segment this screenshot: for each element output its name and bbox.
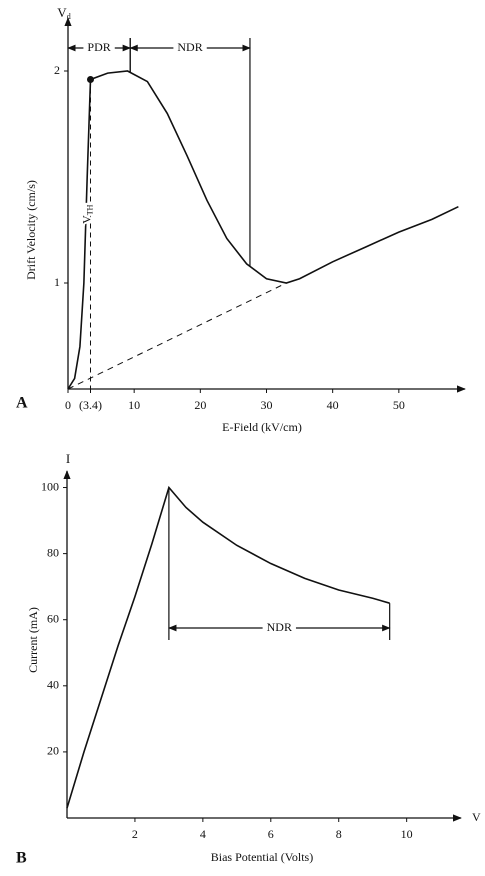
x-tick-label: 8: [336, 827, 342, 841]
region-label: NDR: [267, 620, 292, 634]
y-symbol-sub: d: [67, 12, 71, 21]
threshold-label: VTH: [79, 204, 94, 224]
region-label-bg: [173, 40, 207, 56]
y-tick-label: 2: [54, 63, 60, 77]
y-axis-symbol: I: [66, 451, 70, 466]
y-symbol: I: [66, 451, 70, 466]
x-axis-symbol: V: [472, 810, 481, 824]
threshold-sub: TH: [85, 204, 94, 215]
region-label-bg: [262, 620, 296, 636]
x-tick-label: 50: [393, 398, 405, 412]
y-axis-label: Current (mA): [26, 607, 40, 673]
x-tick-label: 10: [128, 398, 140, 412]
threshold-symbol: V: [79, 215, 93, 224]
x-tick-label: 10: [401, 827, 413, 841]
x-tick-label: 40: [327, 398, 339, 412]
y-tick-label: 100: [41, 479, 59, 493]
y-axis-symbol: Vd: [57, 5, 70, 21]
x-tick-label: (3.4): [79, 398, 102, 412]
x-tick-label: 30: [261, 398, 273, 412]
panel-label: A: [16, 395, 28, 412]
x-axis-label: E-Field (kV/cm): [222, 420, 302, 434]
y-symbol: V: [57, 5, 67, 20]
x-tick-label: 6: [268, 827, 274, 841]
y-tick-label: 1: [54, 275, 60, 289]
y-tick-label: 60: [47, 611, 59, 625]
threshold-point: [86, 75, 94, 83]
y-axis-label: Drift Velocity (cm/s): [24, 180, 38, 280]
panel-label: B: [16, 850, 27, 867]
region-label: PDR: [87, 40, 110, 54]
x-tick-label: 4: [200, 827, 206, 841]
data-line: [67, 70, 459, 390]
x-axis-label: Bias Potential (Volts): [211, 850, 313, 864]
reference-line: [67, 282, 287, 390]
y-tick-label: 20: [47, 744, 59, 758]
region-label-bg: [83, 40, 115, 56]
x-tick-label: 20: [194, 398, 206, 412]
y-tick-label: 40: [47, 678, 59, 692]
x-tick-label: 2: [132, 827, 138, 841]
region-label: NDR: [177, 40, 202, 54]
y-tick-label: 80: [47, 545, 59, 559]
data-line: [66, 485, 390, 809]
x-tick-label: 0: [65, 398, 71, 412]
